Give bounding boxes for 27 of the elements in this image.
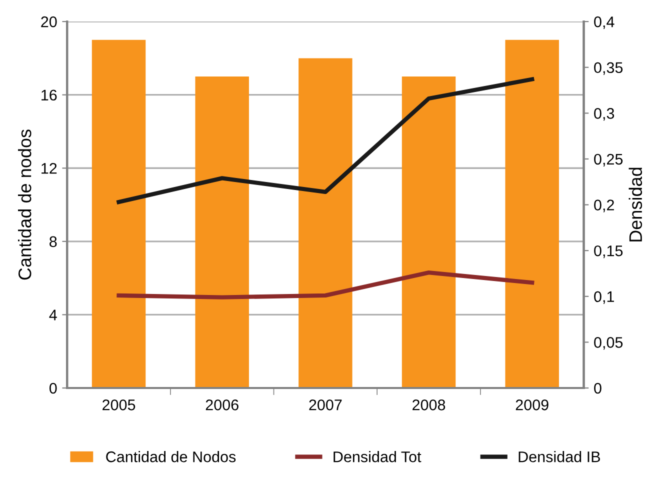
y2-axis-title: Densidad	[628, 168, 642, 242]
y2-tick-label: 0,15	[594, 245, 623, 258]
y2-tick-label: 0,35	[594, 62, 623, 75]
y2-tick-label: 0,05	[594, 337, 623, 350]
legend-label: Densidad Tot	[334, 451, 422, 462]
y2-tick-label: 0,2	[594, 200, 614, 212]
y-tick-label: 0	[49, 382, 57, 394]
y2-tick-label: 0,1	[594, 291, 614, 304]
line-series	[116, 77, 534, 204]
x-tick-label: 2009	[516, 400, 548, 410]
y2-tick-label: 0,25	[594, 154, 623, 166]
x-tick-label: 2006	[206, 400, 238, 410]
legend-label: Densidad IB	[518, 451, 600, 462]
x-tick-label: 2005	[102, 400, 136, 410]
y2-tick-label: 0,4	[594, 16, 614, 30]
legend-label: Cantidad de Nodos	[106, 451, 236, 462]
y-tick-label: 8	[50, 236, 57, 248]
y-axis-title: Cantidad de nodos	[18, 130, 32, 280]
y-tick-label: 16	[42, 90, 57, 101]
x-tick-label: 2008	[412, 400, 446, 410]
line-series	[116, 270, 534, 300]
y2-tick-label: 0,3	[594, 108, 614, 121]
x-tick-label: 2007	[309, 400, 342, 410]
y-tick-label: 12	[42, 162, 57, 174]
y-tick-label: 4	[49, 310, 57, 320]
y2-tick-label: 0	[594, 382, 602, 394]
y-tick-label: 20	[41, 16, 57, 28]
